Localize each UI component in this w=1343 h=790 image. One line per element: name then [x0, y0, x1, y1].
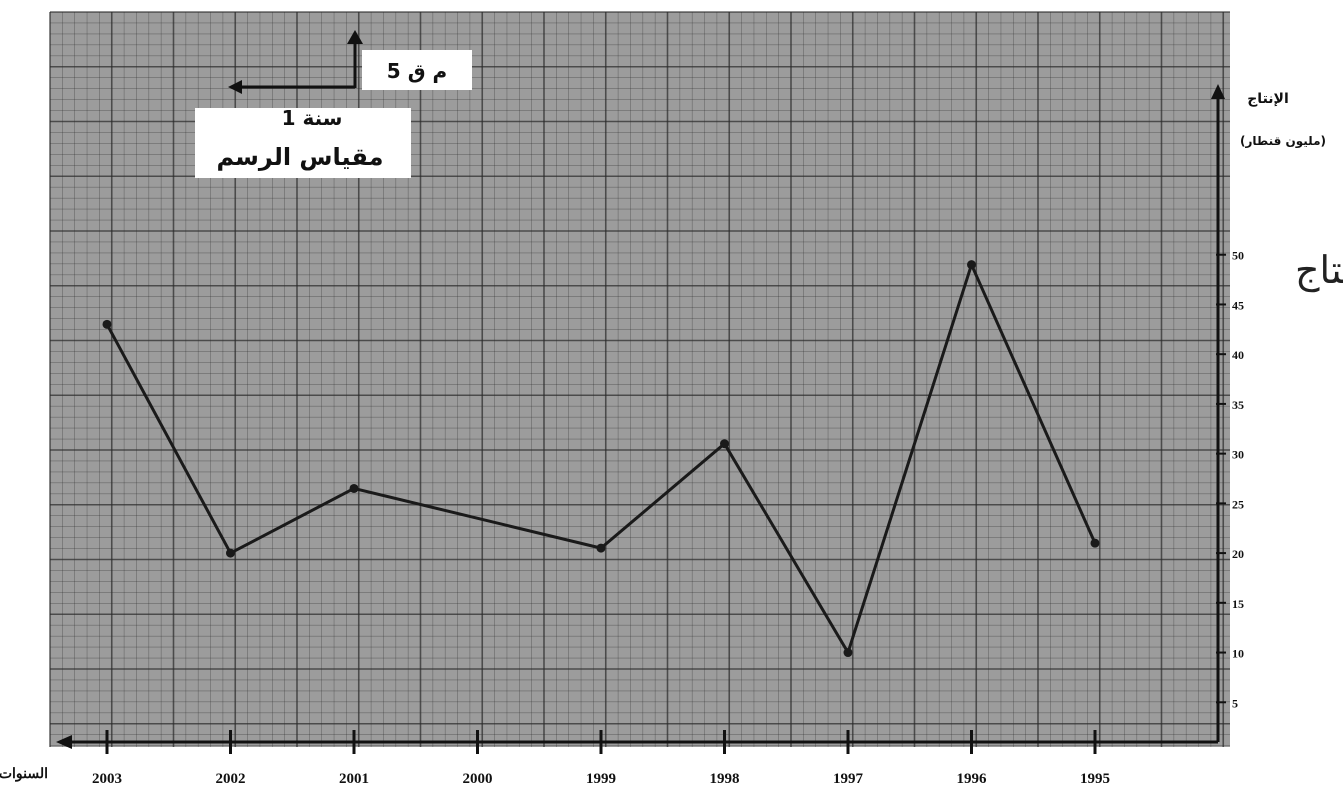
data-points — [102, 260, 1100, 658]
y-tick-label: 30 — [1232, 448, 1244, 462]
x-tick-label: 1999 — [586, 771, 616, 787]
production-series-line — [105, 263, 1097, 655]
scale-vertical-label: 5 م ق — [387, 59, 447, 83]
scale-vertical-arrow-head — [347, 30, 363, 44]
y-axis-arrow-head — [1211, 84, 1225, 99]
data-point — [967, 260, 976, 270]
x-tick-label: 1997 — [833, 771, 864, 787]
grid-lines — [49, 11, 1230, 747]
x-tick-label: 2003 — [92, 771, 122, 787]
y-tick-label: 20 — [1232, 547, 1244, 561]
x-axis-arrow-head — [56, 735, 72, 749]
data-point — [102, 319, 112, 329]
x-axis-label: السنوات — [0, 767, 48, 782]
data-point — [596, 543, 606, 553]
y-axis-ticks: 5 10 15 20 25 30 35 40 45 50 — [1216, 249, 1244, 710]
x-tick-label: 2002 — [216, 771, 246, 787]
y-tick-label: 10 — [1232, 647, 1244, 661]
scale-legend: 5 م ق 1 سنة مقياس الرسم — [195, 30, 472, 178]
y-tick-label: 5 — [1232, 696, 1238, 710]
x-tick-label: 1995 — [1080, 771, 1110, 787]
data-point — [349, 483, 359, 493]
y-tick-label: 45 — [1232, 298, 1244, 312]
y-tick-label: 35 — [1232, 398, 1244, 412]
y-tick-label: 25 — [1232, 497, 1244, 511]
y-tick-label: 40 — [1232, 348, 1244, 362]
x-tick-label: 2000 — [463, 771, 493, 787]
y-axis-label-line2: (مليون قنطار) — [1240, 134, 1326, 149]
y-tick-label: 15 — [1232, 597, 1244, 611]
scale-vertical-label-box — [362, 50, 472, 90]
axes — [56, 84, 1225, 749]
y-tick-label: 50 — [1232, 249, 1244, 263]
data-point — [226, 548, 235, 558]
cut-off-title-fragment: نتاج — [1295, 248, 1343, 293]
data-point — [1090, 538, 1100, 548]
scale-horizontal-arrow-head — [228, 80, 242, 94]
scale-title: مقياس الرسم — [216, 143, 383, 171]
y-axis-label-line1: الإنتاج — [1247, 91, 1289, 107]
x-tick-label: 2001 — [339, 771, 369, 787]
data-point — [720, 439, 729, 449]
x-axis-ticks: 1995 1996 1997 1998 1999 2000 2001 2002 2003 — [92, 730, 1110, 787]
data-point — [843, 648, 853, 658]
x-tick-label: 1998 — [710, 771, 740, 787]
scale-horizontal-label: 1 سنة — [282, 106, 343, 130]
x-tick-label: 1996 — [957, 771, 988, 787]
scale-legend-box — [195, 108, 411, 178]
